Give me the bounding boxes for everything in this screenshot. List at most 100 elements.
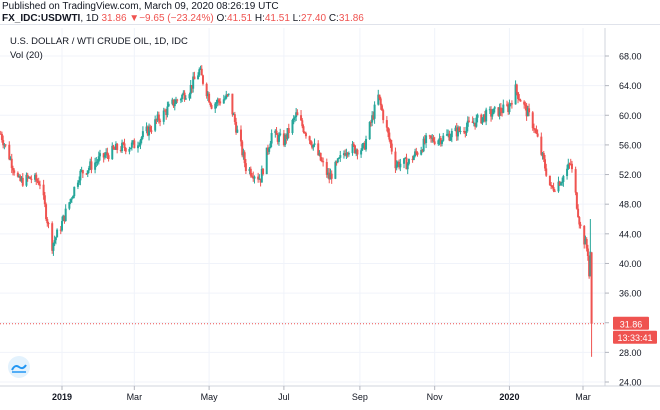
candle: [558, 180, 561, 186]
candle: [545, 163, 548, 177]
candle: [502, 99, 505, 114]
candle: [270, 129, 273, 148]
close-label: C:: [328, 13, 339, 24]
candle: [257, 172, 260, 183]
candle: [159, 118, 162, 127]
candle: [353, 144, 356, 155]
candle: [114, 141, 117, 150]
candle: [404, 156, 407, 159]
candle: [29, 176, 32, 180]
candle: [481, 117, 484, 125]
candle: [318, 150, 321, 157]
candle: [276, 133, 279, 145]
candle: [52, 242, 55, 256]
candle: [199, 65, 202, 71]
candle: [287, 123, 290, 139]
candle: [179, 97, 182, 104]
candle: [63, 215, 66, 224]
candle: [499, 102, 502, 116]
candle: [327, 167, 330, 179]
candle: [396, 160, 399, 167]
candle: [262, 167, 265, 176]
candle: [122, 141, 125, 146]
candle: [205, 82, 208, 99]
candle: [132, 139, 135, 145]
candle: [459, 126, 462, 135]
candle: [447, 129, 450, 138]
candle: [90, 156, 93, 174]
candle: [231, 93, 234, 117]
candle: [550, 181, 553, 190]
candle: [26, 172, 29, 182]
candle: [296, 109, 299, 116]
candle: [99, 149, 102, 161]
candle: [73, 186, 76, 199]
candle: [352, 142, 355, 148]
candle: [389, 138, 392, 148]
candle: [225, 90, 228, 100]
candle: [490, 106, 493, 122]
candle: [241, 139, 244, 158]
x-tick-label: Sep: [352, 392, 368, 402]
candle: [532, 123, 535, 133]
candle: [192, 72, 195, 93]
candle: [557, 176, 560, 193]
candle: [72, 195, 75, 199]
candle: [45, 202, 48, 221]
symbol-quote-line: FX_IDC:USDWTI, 1D 31.86 ▼−9.65 (−23.24%)…: [2, 13, 364, 24]
candle: [69, 198, 72, 205]
candle: [274, 129, 277, 138]
candle: [507, 102, 510, 115]
price-change: −9.65 (−23.24%): [139, 13, 214, 24]
candle: [252, 171, 255, 182]
candle: [13, 168, 16, 176]
candle: [534, 127, 537, 134]
candle: [584, 235, 587, 245]
candle: [585, 237, 588, 252]
candle: [189, 80, 192, 99]
candle: [157, 111, 160, 124]
candle: [103, 151, 106, 160]
candle: [525, 102, 528, 121]
candle: [308, 135, 311, 145]
volume-indicator-label[interactable]: Vol (20): [10, 50, 43, 61]
candle: [567, 158, 570, 171]
candle: [438, 133, 441, 146]
symbol-name[interactable]: FX_IDC:USDWTI: [2, 13, 81, 24]
candle: [329, 168, 332, 180]
candle: [155, 118, 158, 125]
last-price-badge: 31.86: [613, 316, 649, 330]
candle: [128, 146, 131, 155]
candle: [425, 132, 428, 149]
candle: [68, 202, 71, 211]
candle: [540, 132, 543, 157]
published-note: Published on TradingView.com, March 09, …: [2, 1, 279, 12]
candle: [154, 115, 157, 133]
tradingview-logo-icon[interactable]: [8, 356, 30, 378]
candle: [491, 109, 494, 120]
candle: [94, 157, 97, 174]
y-tick-label: 52.00: [619, 170, 642, 180]
x-tick-label: 2019: [52, 392, 72, 402]
candle: [123, 138, 126, 151]
candle: [137, 141, 140, 153]
time-axis[interactable]: 2019 Mar May Jul Sep Nov 2020 Mar: [0, 385, 660, 402]
candle: [251, 172, 254, 178]
candle: [336, 157, 339, 164]
candle: [488, 106, 491, 114]
candle: [145, 122, 148, 134]
candle-series: [0, 65, 593, 357]
candle: [372, 111, 375, 121]
candle: [265, 147, 268, 175]
candle: [387, 126, 390, 138]
candle: [347, 151, 350, 157]
candle: [311, 141, 314, 150]
candle: [456, 125, 459, 141]
candle: [173, 98, 176, 111]
candle: [412, 154, 415, 161]
interval-label[interactable]: 1D: [85, 13, 99, 24]
candle: [105, 148, 108, 158]
candle: [398, 159, 401, 170]
candle: [399, 158, 402, 172]
